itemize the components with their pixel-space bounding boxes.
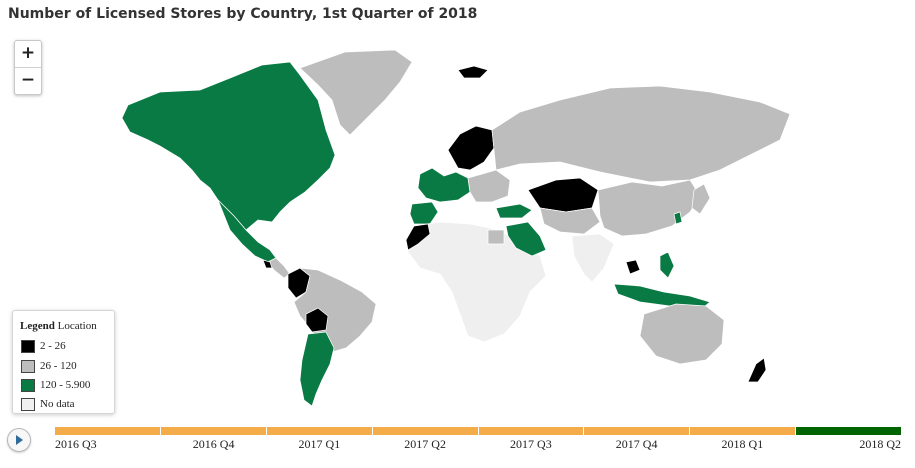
region-korea[interactable] [673, 211, 683, 225]
region-new-zealand[interactable] [747, 357, 767, 383]
region-bolivia[interactable] [305, 307, 329, 333]
region-iberia[interactable] [409, 201, 439, 225]
region-arabia[interactable] [505, 221, 547, 257]
legend-title-text: Legend [20, 320, 55, 332]
region-morocco[interactable] [405, 223, 431, 251]
timeline-label[interactable]: 2017 Q4 [615, 437, 658, 451]
zoom-control: + − [14, 40, 42, 95]
region-egypt[interactable] [487, 229, 505, 245]
region-japan[interactable] [691, 183, 711, 215]
region-africa[interactable] [407, 221, 547, 343]
legend-item-label: 2 - 26 [40, 340, 66, 352]
legend: Legend Location 2 - 26 26 - 120 120 - 5.… [12, 310, 115, 414]
timeline-segment-2018-q1[interactable] [690, 427, 796, 435]
region-central-europe[interactable] [467, 169, 511, 203]
legend-subtitle: Location [57, 320, 97, 332]
timeline-label[interactable]: 2017 Q1 [298, 437, 341, 451]
region-turkey[interactable] [495, 203, 533, 219]
region-australia[interactable] [639, 303, 725, 365]
legend-item-label: 26 - 120 [40, 360, 77, 372]
region-central-asia[interactable] [539, 207, 601, 235]
zoom-out-button[interactable]: − [15, 67, 41, 94]
world-map[interactable] [0, 30, 915, 425]
play-button[interactable] [7, 428, 31, 452]
legend-title: Legend Location [20, 320, 97, 332]
timeline-track[interactable] [55, 427, 901, 435]
timeline-segment-2017-q4[interactable] [584, 427, 690, 435]
region-greenland[interactable] [299, 49, 413, 136]
region-svalbard[interactable] [457, 65, 489, 79]
legend-swatch [21, 397, 35, 411]
legend-item: 26 - 120 [21, 359, 77, 373]
timeline-label[interactable]: 2017 Q2 [404, 437, 446, 451]
region-central-america-black[interactable] [262, 259, 273, 269]
region-southern-cone[interactable] [299, 331, 335, 407]
region-kazakhstan[interactable] [527, 177, 599, 213]
region-china[interactable] [597, 179, 701, 237]
legend-item-label: 120 - 5.900 [40, 379, 91, 391]
page-title: Number of Licensed Stores by Country, 1s… [8, 6, 478, 22]
timeline-segment-2016-q3[interactable] [55, 427, 160, 435]
region-india[interactable] [571, 233, 615, 283]
timeline-label[interactable]: 2018 Q1 [721, 437, 764, 451]
timeline-label[interactable]: 2017 Q3 [510, 437, 552, 451]
timeline-label[interactable]: 2016 Q3 [55, 437, 97, 451]
legend-item: 120 - 5.900 [21, 378, 90, 392]
legend-swatch [21, 359, 35, 373]
legend-item: 2 - 26 [21, 339, 66, 353]
timeline-label-selected[interactable]: 2018 Q2 [859, 437, 901, 451]
zoom-in-button[interactable]: + [20, 43, 36, 63]
timeline-segment-2017-q1[interactable] [266, 427, 372, 435]
region-philippines[interactable] [659, 251, 675, 279]
region-north-america[interactable] [121, 61, 336, 231]
timeline-label[interactable]: 2016 Q4 [192, 437, 235, 451]
timeline-segment-2017-q2[interactable] [372, 427, 478, 435]
timeline-labels: 2016 Q3 2016 Q4 2017 Q1 2017 Q2 2017 Q3 … [55, 437, 901, 452]
timeline-segment-2017-q3[interactable] [478, 427, 584, 435]
region-scandinavia[interactable] [447, 125, 495, 171]
region-russia[interactable] [491, 85, 791, 183]
region-western-europe[interactable] [417, 167, 471, 203]
region-cambodia[interactable] [625, 259, 641, 275]
legend-swatch [21, 339, 35, 353]
legend-item-label: No data [40, 398, 75, 410]
legend-swatch [21, 378, 35, 392]
timeline-segment-2018-q2[interactable] [796, 427, 901, 435]
legend-item: No data [21, 397, 75, 411]
timeline-segment-2016-q4[interactable] [160, 427, 266, 435]
